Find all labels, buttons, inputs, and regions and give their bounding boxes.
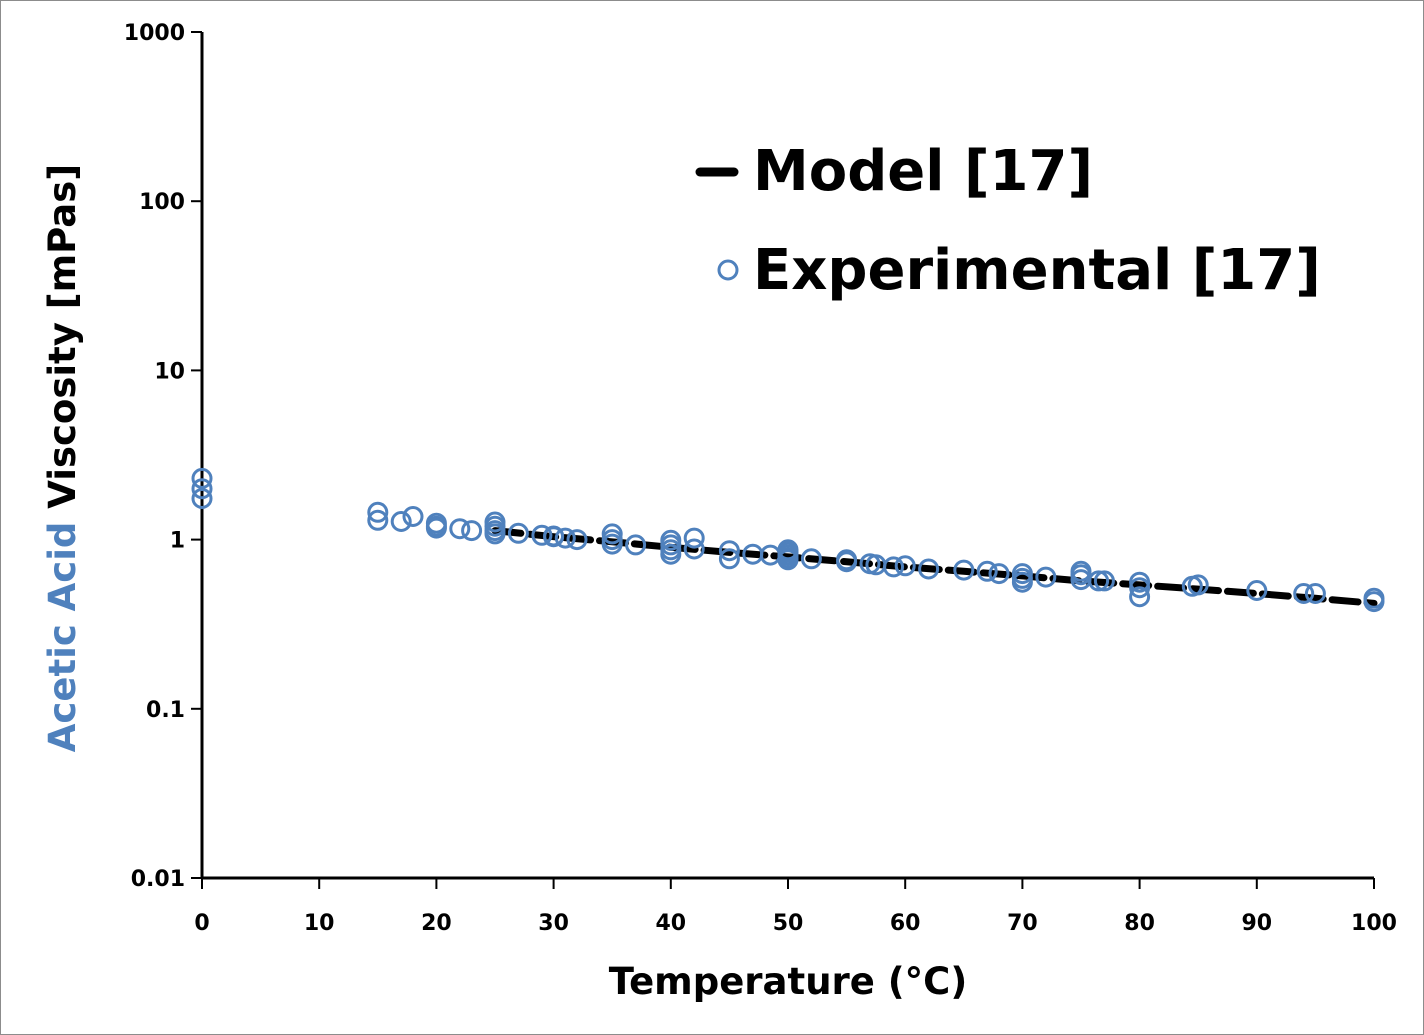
y-tick-label: 10 bbox=[154, 359, 185, 384]
experimental-point bbox=[425, 517, 447, 539]
experimental-point bbox=[660, 543, 682, 565]
experimental-point bbox=[625, 534, 647, 556]
x-tick-label: 90 bbox=[1241, 911, 1272, 936]
experimental-point bbox=[601, 523, 623, 545]
y-tick-label: 0.01 bbox=[131, 867, 185, 892]
experimental-point bbox=[718, 540, 740, 562]
model-series bbox=[491, 527, 1378, 607]
legend-model-label: Model [17] bbox=[753, 139, 1093, 204]
experimental-point bbox=[1011, 571, 1033, 593]
experimental-point bbox=[191, 478, 213, 500]
experimental-point bbox=[988, 563, 1010, 585]
x-axis-title: Temperature (°C) bbox=[609, 960, 968, 1003]
y-axis-title-rest: Viscosity [mPas] bbox=[41, 164, 84, 522]
experimental-point bbox=[191, 467, 213, 489]
x-tick-label: 40 bbox=[655, 911, 686, 936]
experimental-point bbox=[191, 488, 213, 509]
experimental-point bbox=[402, 506, 424, 527]
experimental-point bbox=[1246, 580, 1268, 601]
experimental-point bbox=[953, 559, 975, 581]
legend-experimental-swatch bbox=[717, 259, 739, 281]
experimental-point bbox=[683, 538, 705, 560]
experimental-point bbox=[1304, 583, 1326, 604]
experimental-point bbox=[367, 509, 389, 531]
experimental-point bbox=[531, 524, 553, 546]
experimental-point bbox=[1363, 591, 1385, 613]
experimental-point bbox=[894, 555, 916, 577]
experimental-point bbox=[461, 520, 483, 542]
y-tick-label: 100 bbox=[139, 190, 185, 215]
experimental-point bbox=[918, 558, 940, 580]
experimental-series bbox=[191, 467, 1385, 613]
experimental-point bbox=[800, 548, 822, 570]
experimental-point bbox=[1035, 566, 1057, 588]
experimental-point bbox=[507, 522, 529, 544]
experimental-point bbox=[1187, 574, 1209, 596]
experimental-point bbox=[1129, 586, 1151, 608]
y-axis-title-accent: Acetic Acid bbox=[41, 522, 84, 753]
x-tick-label: 30 bbox=[538, 911, 569, 936]
experimental-point bbox=[777, 549, 799, 571]
experimental-point bbox=[554, 527, 576, 549]
experimental-point bbox=[976, 560, 998, 582]
x-tick-label: 10 bbox=[304, 911, 335, 936]
experimental-point bbox=[1293, 583, 1315, 604]
legend: Model [17] Experimental [17] bbox=[695, 139, 1321, 303]
experimental-point bbox=[484, 523, 506, 545]
experimental-point bbox=[367, 501, 389, 523]
x-tick-label: 50 bbox=[773, 911, 804, 936]
experimental-point bbox=[449, 518, 471, 540]
x-ticks: 0 10 20 30 40 50 60 70 80 90 100 bbox=[194, 878, 1397, 936]
experimental-point bbox=[1129, 571, 1151, 593]
experimental-point bbox=[883, 556, 904, 578]
experimental-point bbox=[543, 526, 565, 548]
experimental-point bbox=[1129, 577, 1151, 599]
model-line bbox=[491, 527, 1378, 607]
experimental-point bbox=[836, 551, 858, 573]
y-ticks: 0.01 0.1 1 10 100 1000 bbox=[124, 21, 202, 892]
y-axis-title: Acetic Acid Viscosity [mPas] bbox=[41, 164, 84, 752]
experimental-point bbox=[390, 511, 412, 532]
x-tick-label: 70 bbox=[1007, 911, 1038, 936]
y-tick-label: 1000 bbox=[124, 21, 185, 46]
experimental-point bbox=[683, 527, 705, 549]
x-tick-label: 100 bbox=[1351, 911, 1397, 936]
experimental-point bbox=[601, 533, 623, 555]
y-tick-label: 0.1 bbox=[146, 698, 185, 723]
legend-experimental-label: Experimental [17] bbox=[753, 238, 1321, 303]
experimental-point bbox=[718, 548, 740, 570]
experimental-point bbox=[566, 529, 588, 551]
x-tick-label: 80 bbox=[1124, 911, 1155, 936]
y-tick-label: 1 bbox=[170, 529, 185, 554]
experimental-point bbox=[1088, 570, 1110, 592]
experimental-point bbox=[1093, 570, 1115, 592]
x-tick-label: 60 bbox=[890, 911, 921, 936]
axes: 0.01 0.1 1 10 100 1000 0 10 20 30 40 50 60 70 80 90 100 bbox=[124, 21, 1397, 936]
x-tick-label: 20 bbox=[421, 911, 452, 936]
x-tick-label: 0 bbox=[194, 911, 209, 936]
